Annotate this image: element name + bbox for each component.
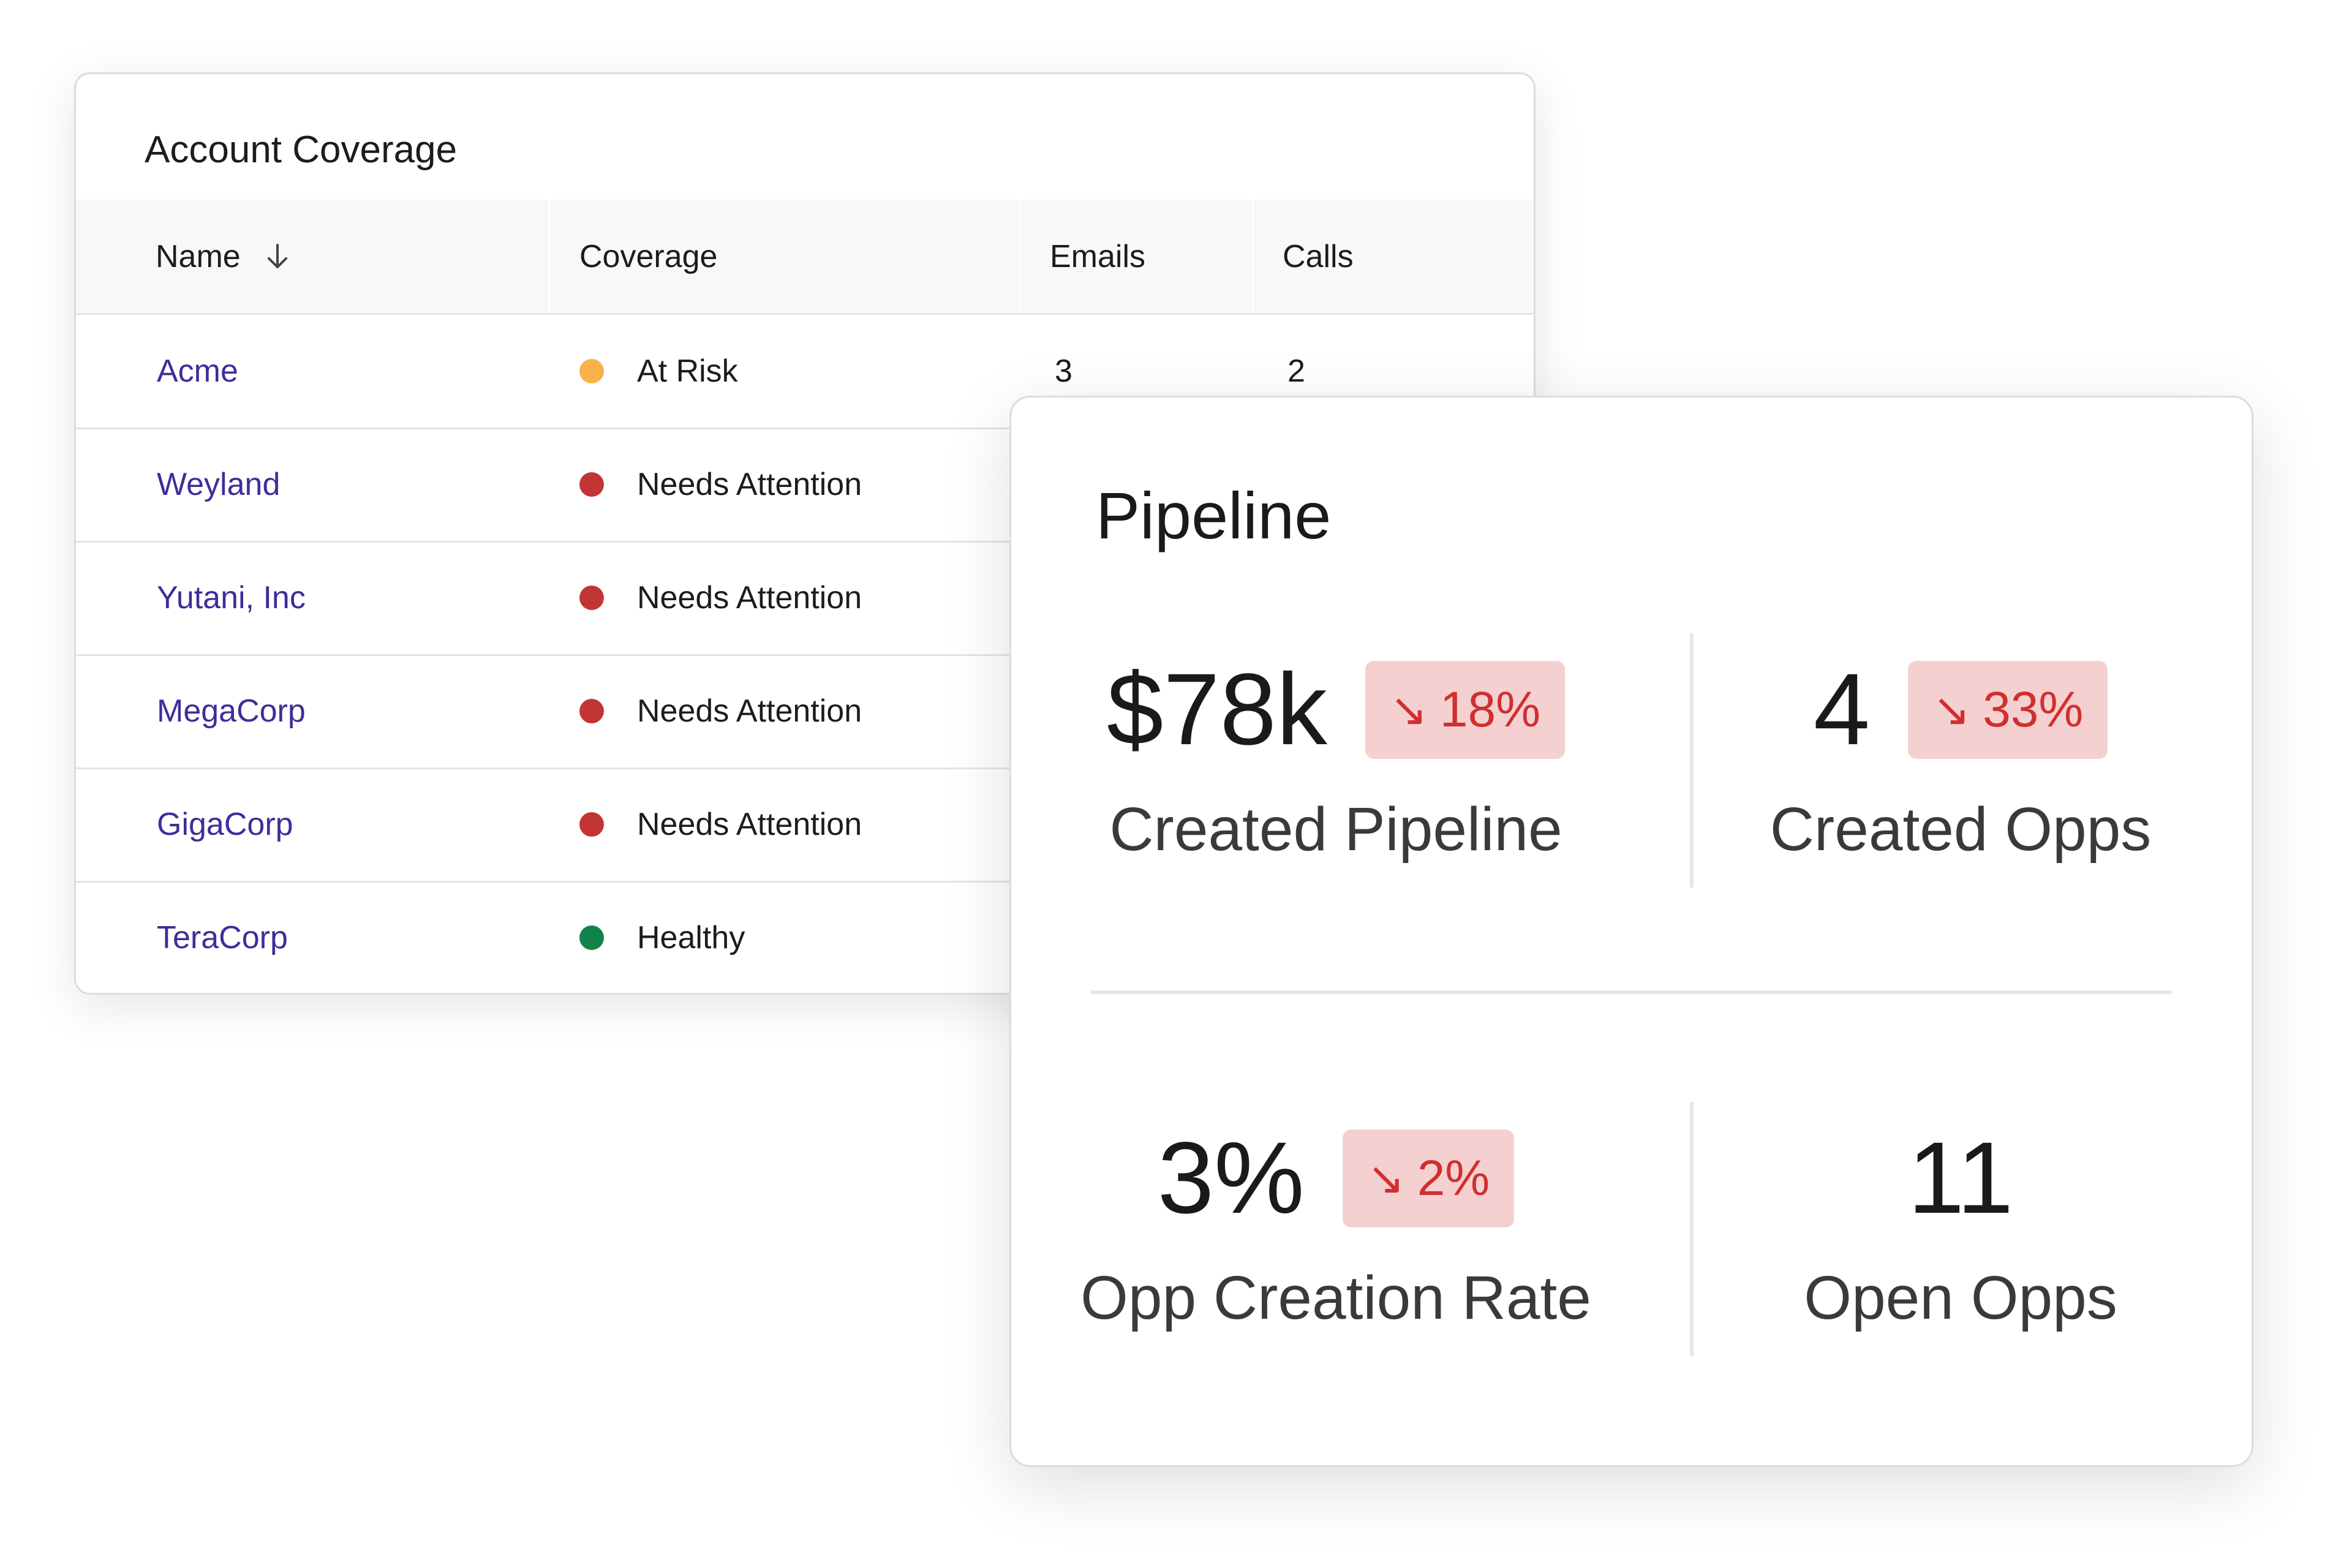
column-header-name[interactable]: Name bbox=[156, 200, 290, 313]
metric-created-opps: 4 ↘ 33% Created Opps bbox=[1660, 652, 2261, 909]
trend-delta: 2% bbox=[1417, 1150, 1490, 1206]
account-name-link[interactable]: Yutani, Inc bbox=[157, 580, 306, 616]
coverage-status-label: Needs Attention bbox=[637, 807, 862, 842]
metric-value: 3% bbox=[1157, 1121, 1305, 1235]
status-dot-icon bbox=[579, 472, 604, 497]
trend-delta: 33% bbox=[1983, 682, 2084, 737]
trend-badge: ↘ 18% bbox=[1365, 661, 1566, 759]
metric-label: Open Opps bbox=[1804, 1264, 2117, 1332]
column-header-emails[interactable]: Emails bbox=[1050, 238, 1146, 274]
vertical-divider bbox=[1690, 633, 1694, 888]
arrow-down-icon[interactable] bbox=[265, 241, 290, 272]
trend-badge: ↘ 33% bbox=[1908, 661, 2108, 759]
table-row: MegaCorp Needs Attention bbox=[76, 655, 1534, 769]
table-row: Acme At Risk 3 2 bbox=[76, 315, 1534, 429]
pipeline-title: Pipeline bbox=[1096, 478, 1332, 552]
account-name-link[interactable]: Acme bbox=[157, 353, 238, 389]
calls-count: 2 bbox=[1287, 353, 1305, 389]
column-header-name-label: Name bbox=[156, 238, 241, 274]
table-header: Name Coverage Emails Calls bbox=[76, 200, 1534, 315]
horizontal-divider bbox=[1091, 990, 2172, 994]
coverage-status: Needs Attention bbox=[579, 655, 862, 767]
coverage-status: Healthy bbox=[579, 881, 745, 993]
metric-value: 4 bbox=[1813, 653, 1871, 766]
account-name-link[interactable]: Weyland bbox=[157, 467, 281, 502]
metric-created-pipeline: $78k ↘ 18% Created Pipeline bbox=[1036, 652, 1636, 909]
status-dot-icon bbox=[579, 812, 604, 837]
table-row: Weyland Needs Attention bbox=[76, 428, 1534, 543]
metric-label: Created Opps bbox=[1770, 795, 2152, 864]
metric-open-opps: 11 Open Opps bbox=[1660, 1120, 2261, 1378]
emails-count: 3 bbox=[1055, 353, 1072, 389]
coverage-status: Needs Attention bbox=[579, 428, 862, 541]
table-row: TeraCorp Healthy bbox=[76, 881, 1534, 993]
column-divider bbox=[1019, 200, 1021, 313]
status-dot-icon bbox=[579, 359, 604, 383]
account-name-link[interactable]: MegaCorp bbox=[157, 693, 306, 729]
column-header-coverage[interactable]: Coverage bbox=[579, 238, 718, 274]
table-row: Yutani, Inc Needs Attention bbox=[76, 541, 1534, 656]
coverage-status-label: Healthy bbox=[637, 920, 745, 956]
metric-label: Created Pipeline bbox=[1109, 795, 1562, 864]
coverage-status-label: Needs Attention bbox=[637, 467, 862, 502]
metric-value: $78k bbox=[1106, 653, 1327, 766]
column-divider bbox=[548, 200, 550, 313]
account-coverage-title: Account Coverage bbox=[145, 129, 458, 171]
coverage-status-label: Needs Attention bbox=[637, 580, 862, 616]
column-header-calls[interactable]: Calls bbox=[1283, 238, 1354, 274]
coverage-status: At Risk bbox=[579, 315, 738, 428]
pipeline-card: Pipeline $78k ↘ 18% Created Pipeline 4 ↘… bbox=[1009, 396, 2253, 1467]
trend-delta: 18% bbox=[1439, 682, 1541, 737]
status-dot-icon bbox=[579, 586, 604, 610]
arrow-down-right-icon: ↘ bbox=[1389, 684, 1428, 735]
metric-value: 11 bbox=[1907, 1121, 2014, 1235]
arrow-down-right-icon: ↘ bbox=[1932, 684, 1971, 735]
metric-label: Opp Creation Rate bbox=[1080, 1264, 1591, 1332]
status-dot-icon bbox=[579, 925, 604, 950]
table-row: GigaCorp Needs Attention bbox=[76, 768, 1534, 883]
metric-opp-creation-rate: 3% ↘ 2% Opp Creation Rate bbox=[1036, 1120, 1636, 1378]
column-divider bbox=[1252, 200, 1254, 313]
account-name-link[interactable]: TeraCorp bbox=[157, 920, 288, 956]
trend-badge: ↘ 2% bbox=[1342, 1129, 1515, 1227]
coverage-status-label: At Risk bbox=[637, 353, 738, 389]
status-dot-icon bbox=[579, 699, 604, 723]
account-name-link[interactable]: GigaCorp bbox=[157, 807, 293, 842]
arrow-down-right-icon: ↘ bbox=[1366, 1153, 1405, 1204]
vertical-divider bbox=[1690, 1102, 1694, 1356]
coverage-status: Needs Attention bbox=[579, 768, 862, 881]
coverage-status-label: Needs Attention bbox=[637, 693, 862, 729]
coverage-status: Needs Attention bbox=[579, 541, 862, 654]
